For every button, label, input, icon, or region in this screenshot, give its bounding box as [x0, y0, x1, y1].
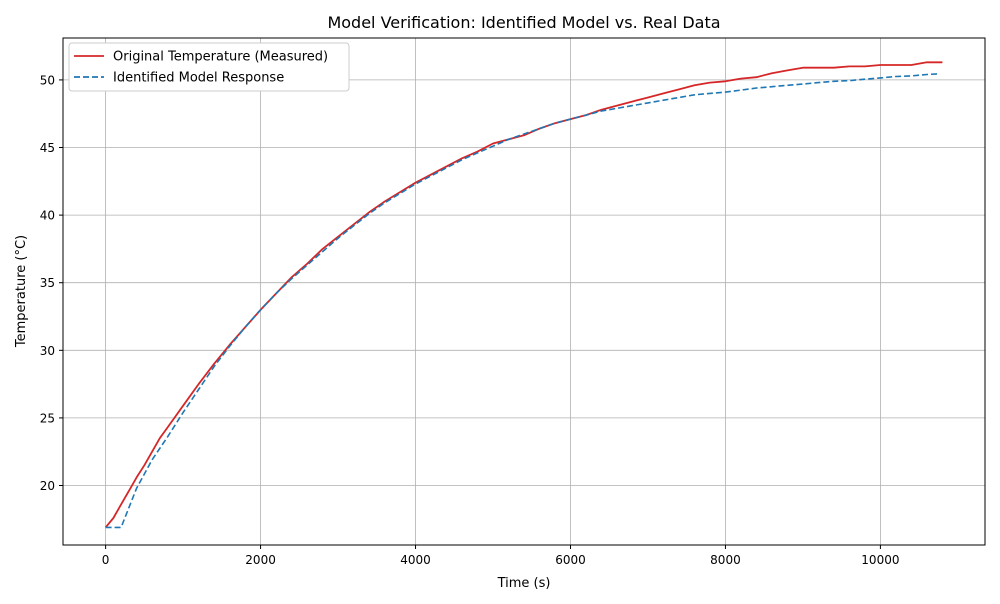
y-tick-label: 35	[40, 276, 55, 290]
x-axis-label: Time (s)	[497, 576, 551, 591]
y-tick-label: 25	[40, 411, 55, 425]
series-line-measured	[104, 61, 943, 528]
y-tick-label: 30	[40, 344, 55, 358]
x-tick-label: 0	[102, 553, 110, 567]
x-tick-label: 6000	[555, 553, 586, 567]
plot-frame	[62, 37, 986, 546]
x-tick-label: 4000	[400, 553, 431, 567]
y-tick-label: 50	[40, 73, 55, 87]
legend-label-model: Identified Model Response	[113, 71, 284, 86]
y-axis-label: Temperature (°C)	[14, 235, 29, 348]
x-tick-label: 10000	[861, 553, 899, 567]
x-tick-label: 8000	[710, 553, 741, 567]
y-axis: 20 25 30 35 40 45 50	[40, 73, 63, 493]
legend: Original Temperature (Measured) Identifi…	[68, 42, 350, 92]
y-tick-label: 20	[40, 479, 55, 493]
chart-title: Model Verification: Identified Model vs.…	[327, 13, 720, 32]
x-tick-label: 2000	[245, 553, 276, 567]
grid	[63, 38, 985, 545]
legend-box	[68, 42, 350, 92]
x-axis: 0 2000 4000 6000 8000 10000	[102, 545, 899, 567]
legend-label-measured: Original Temperature (Measured)	[113, 50, 328, 65]
y-tick-label: 45	[40, 141, 55, 155]
series-layer	[104, 61, 943, 529]
series-line-model	[105, 73, 939, 529]
y-tick-label: 40	[40, 209, 55, 223]
